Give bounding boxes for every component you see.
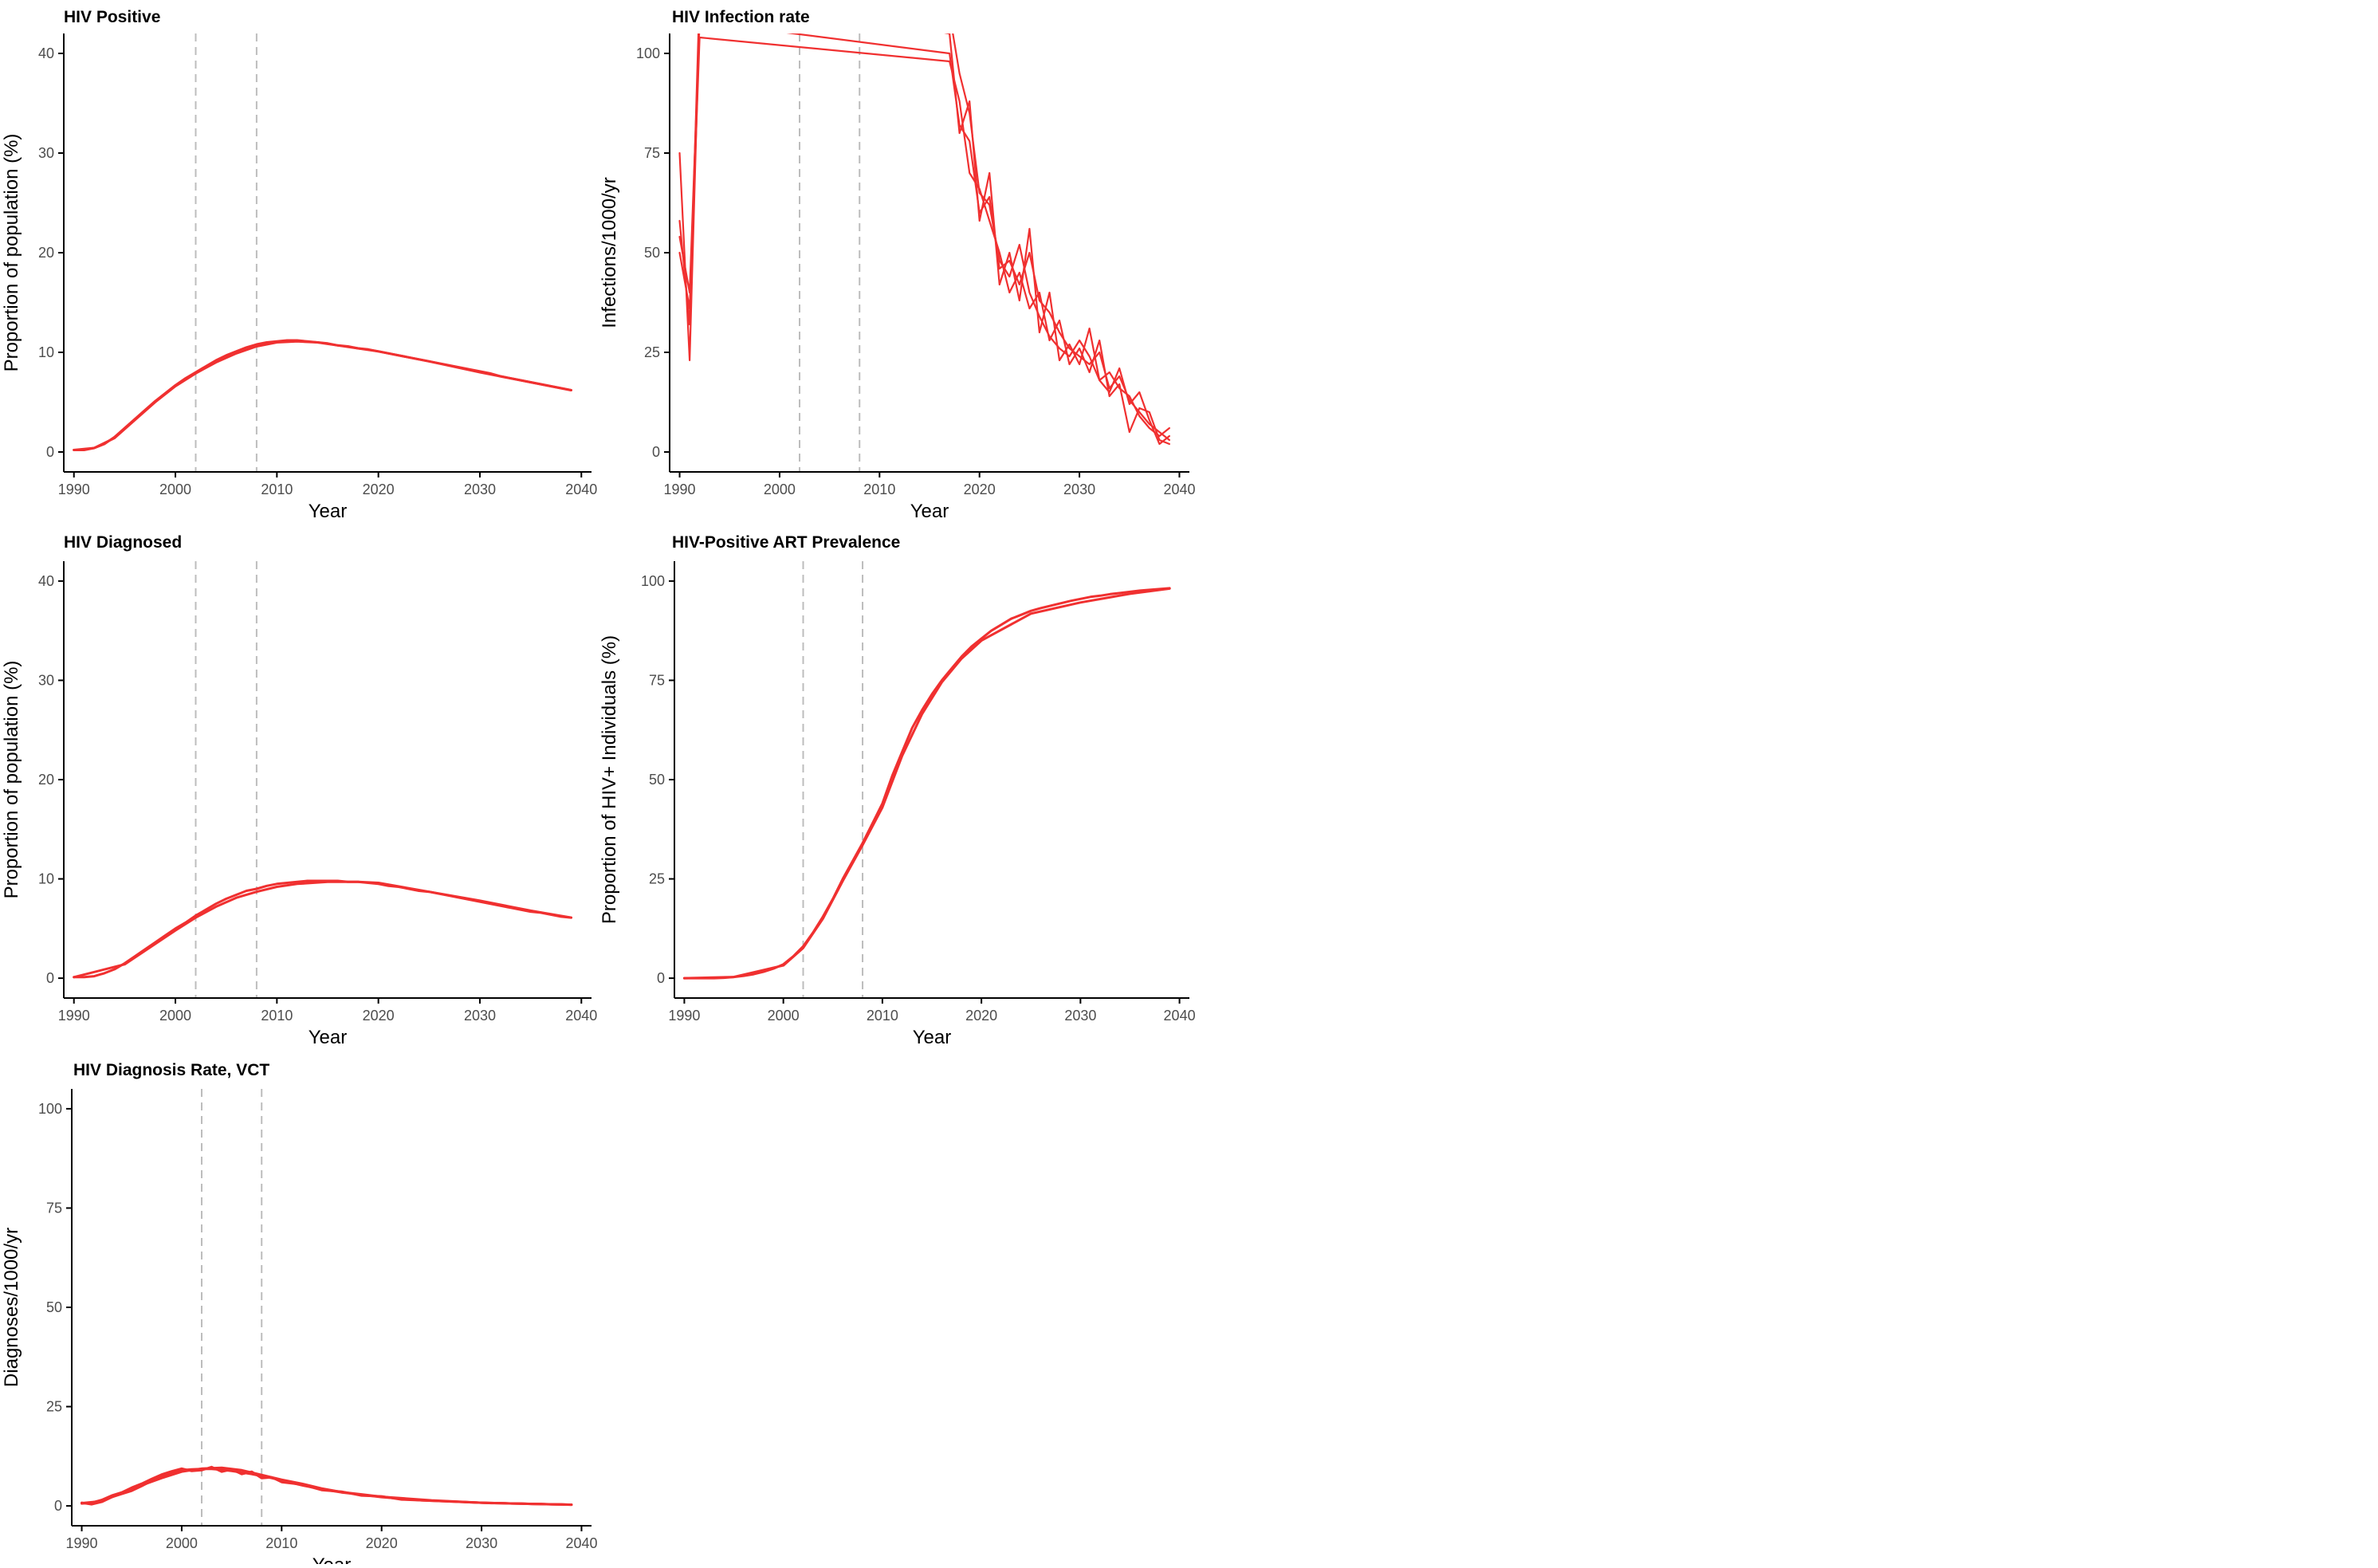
x-tick-label: 2020	[965, 1008, 997, 1024]
y-tick-label: 50	[46, 1299, 62, 1315]
y-tick-label: 100	[636, 45, 660, 61]
series-line-1	[81, 1468, 573, 1507]
y-tick-label: 10	[38, 871, 54, 887]
chart-title: HIV Diagnosed	[64, 533, 182, 552]
x-tick-label: 2030	[464, 1008, 496, 1024]
x-tick-label: 2010	[261, 1008, 293, 1024]
x-tick-label: 1990	[664, 481, 696, 497]
series-line-1	[73, 879, 572, 979]
y-tick-label: 50	[649, 772, 665, 788]
x-tick-label: 2020	[363, 1008, 395, 1024]
x-tick-label: 1990	[58, 481, 90, 497]
y-tick-label: 75	[649, 672, 665, 688]
x-tick-label: 2030	[464, 481, 496, 497]
chart-panel-4: HIV-Positive ART Prevalence 1990 2000 2010 2…	[599, 533, 1196, 1048]
y-axis-label: Infections/1000/yr	[599, 177, 620, 328]
series-line-4	[678, 36, 1171, 446]
x-tick-label: 2030	[466, 1535, 497, 1551]
series-line-2	[73, 880, 572, 979]
y-axis-label: Proportion of population (%)	[1, 661, 22, 899]
y-tick-label: 100	[641, 573, 665, 589]
y-tick-label: 25	[644, 344, 660, 360]
y-tick-label: 10	[38, 344, 54, 360]
y-tick-label: 0	[54, 1498, 62, 1514]
series-group	[81, 1465, 573, 1507]
x-tick-label: 2040	[1163, 481, 1195, 497]
series-group	[73, 339, 572, 451]
chart-title: HIV Infection rate	[672, 8, 810, 26]
y-tick-label: 50	[644, 245, 660, 261]
chart-title: HIV Diagnosis Rate, VCT	[73, 1061, 269, 1079]
y-tick-label: 75	[644, 145, 660, 161]
series-group	[73, 879, 572, 979]
chart-panel-5: HIV Diagnosis Rate, VCT 1990 2000 2010 2020 2…	[1, 1061, 597, 1568]
y-tick-label: 0	[46, 970, 54, 986]
x-tick-label: 2020	[363, 481, 395, 497]
x-axis-label: Year	[913, 1027, 952, 1048]
series-line-1	[73, 339, 572, 451]
x-tick-label: 1990	[58, 1008, 90, 1024]
x-tick-label: 2000	[166, 1535, 198, 1551]
chart-panel-2: HIV Infection rate 1990 2000 2010 2020 2030 20…	[599, 8, 1195, 522]
series-group	[682, 587, 1171, 980]
x-tick-label: 2040	[565, 1535, 597, 1551]
x-tick-label: 2010	[265, 1535, 297, 1551]
series-line-3	[678, 33, 1171, 442]
y-tick-label: 30	[38, 145, 54, 161]
x-axis-label: Year	[312, 1554, 352, 1564]
y-axis-label: Proportion of HIV+ Individuals (%)	[599, 635, 620, 924]
y-tick-label: 40	[38, 573, 54, 589]
series-line-2	[73, 340, 572, 451]
x-tick-label: 1990	[66, 1535, 98, 1551]
y-tick-label: 0	[657, 970, 665, 986]
series-line-1	[678, 33, 1171, 438]
series-line-2	[678, 33, 1171, 446]
chart-title: HIV-Positive ART Prevalence	[672, 533, 900, 552]
y-tick-label: 0	[652, 444, 660, 460]
y-tick-label: 75	[46, 1200, 62, 1216]
x-tick-label: 2000	[159, 1008, 191, 1024]
y-tick-label: 100	[38, 1101, 62, 1117]
x-tick-label: 2000	[764, 481, 796, 497]
x-tick-label: 2010	[863, 481, 895, 497]
x-tick-label: 2000	[768, 1008, 800, 1024]
series-line-2	[682, 587, 1171, 980]
y-tick-label: 30	[38, 672, 54, 688]
chart-title: HIV Positive	[64, 8, 160, 26]
x-axis-label: Year	[309, 501, 348, 522]
x-tick-label: 2010	[261, 481, 293, 497]
series-line-3	[81, 1466, 573, 1507]
x-axis-label: Year	[910, 501, 949, 522]
y-axis-label: Diagnoses/1000/yr	[1, 1228, 22, 1387]
series-line-2	[81, 1465, 573, 1507]
y-tick-label: 0	[46, 444, 54, 460]
x-tick-label: 2030	[1064, 1008, 1096, 1024]
x-tick-label: 2040	[565, 1008, 597, 1024]
y-tick-label: 20	[38, 772, 54, 788]
y-tick-label: 20	[38, 245, 54, 261]
x-tick-label: 2020	[366, 1535, 398, 1551]
x-axis-label: Year	[309, 1027, 348, 1048]
x-tick-label: 2020	[964, 481, 996, 497]
y-axis-label: Proportion of population (%)	[1, 134, 22, 372]
x-tick-label: 2040	[1164, 1008, 1196, 1024]
x-tick-label: 2040	[565, 481, 597, 497]
series-line-1	[682, 587, 1171, 980]
x-tick-label: 1990	[668, 1008, 700, 1024]
series-group	[678, 33, 1171, 446]
x-tick-label: 2010	[867, 1008, 898, 1024]
y-tick-label: 25	[46, 1399, 62, 1415]
y-tick-label: 25	[649, 871, 665, 887]
x-tick-label: 2000	[159, 481, 191, 497]
y-tick-label: 40	[38, 45, 54, 61]
x-tick-label: 2030	[1063, 481, 1095, 497]
